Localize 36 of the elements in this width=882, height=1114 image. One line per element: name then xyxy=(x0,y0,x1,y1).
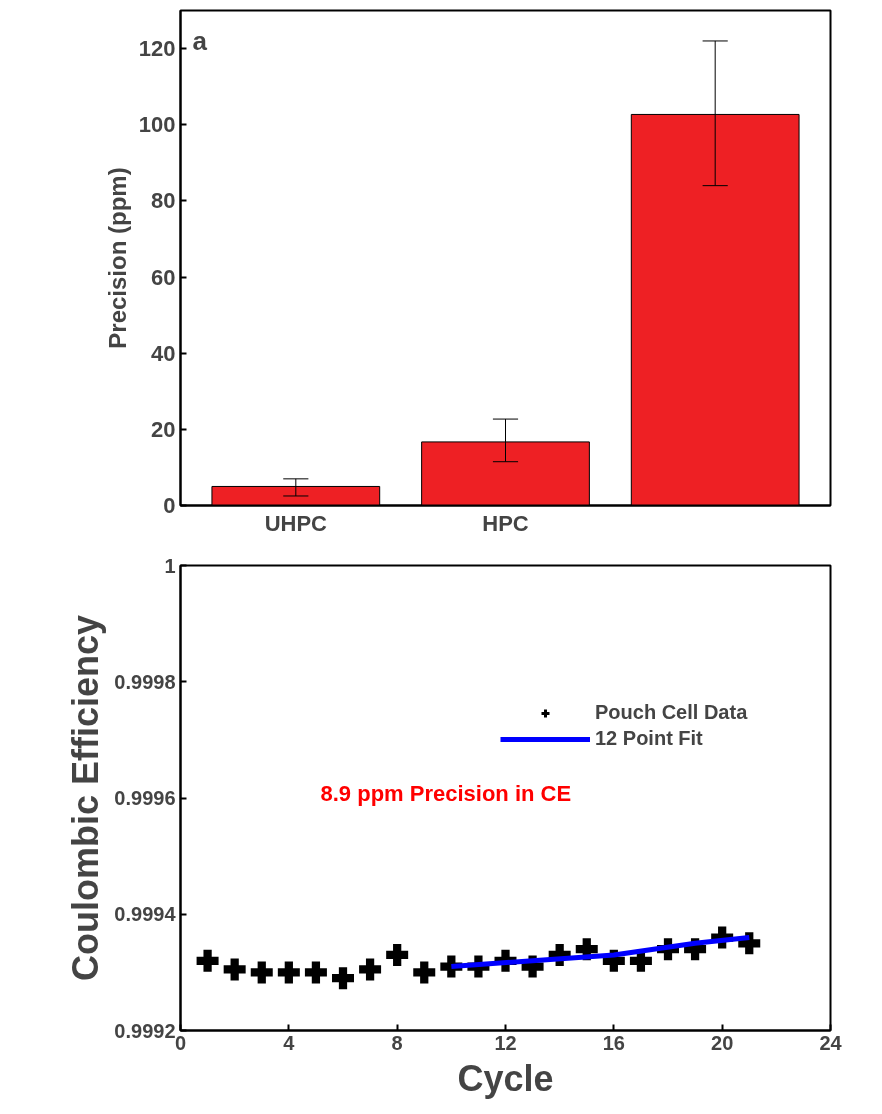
x-tick-label: UHPC xyxy=(264,510,328,536)
point xyxy=(250,961,273,984)
point xyxy=(304,961,327,984)
x-tick-label: 4 xyxy=(283,1031,296,1054)
x-tick-label: HPC xyxy=(482,510,529,536)
x-tick-label: 16 xyxy=(602,1031,625,1054)
y-tick-label: 80 xyxy=(151,188,176,214)
legend-label: 12 Point Fit xyxy=(595,727,703,750)
y-axis-title: Precision (ppm) xyxy=(103,167,131,349)
point xyxy=(359,958,382,981)
y-tick-label: 0 xyxy=(163,493,176,518)
y-tick-label: 120 xyxy=(138,36,176,62)
point xyxy=(196,949,219,972)
y-tick-label: 100 xyxy=(138,112,176,138)
point xyxy=(332,967,354,990)
legend-label: Pouch Cell Data xyxy=(595,701,748,724)
x-tick-label: 8 xyxy=(391,1031,403,1054)
annotation: 8.9 ppm Precision in CE xyxy=(320,780,572,806)
x-tick-label: 12 xyxy=(494,1031,517,1054)
y-axis-title: Coulombic Efficiency xyxy=(65,614,107,982)
x-tick-label: 20 xyxy=(711,1031,734,1054)
y-tick-label: 20 xyxy=(151,416,176,442)
y-tick-label: 40 xyxy=(151,340,176,366)
annotation: a xyxy=(192,25,208,56)
y-tick-label: 0.9994 xyxy=(114,903,177,926)
y-tick-label: 60 xyxy=(151,264,176,290)
x-tick-label: 24 xyxy=(819,1031,843,1054)
y-tick-label: 0.9998 xyxy=(114,670,176,693)
y-tick-label: 0.9992 xyxy=(114,1019,176,1042)
point xyxy=(277,961,300,984)
point xyxy=(386,943,409,966)
y-tick-label: 1 xyxy=(164,554,176,577)
point xyxy=(413,961,436,984)
y-tick-label: 0.9996 xyxy=(114,787,176,809)
x-axis-title: Cycle xyxy=(457,1057,554,1099)
point xyxy=(223,958,246,981)
